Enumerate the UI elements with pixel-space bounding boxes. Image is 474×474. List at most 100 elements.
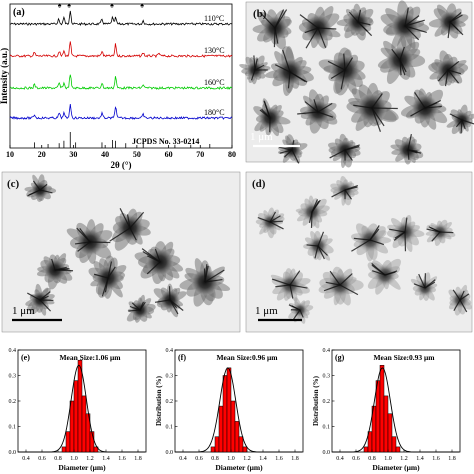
particle-spike <box>259 12 276 29</box>
particle-spike <box>254 58 258 71</box>
particle-spike <box>131 302 141 311</box>
xrd-series-110C <box>9 10 233 26</box>
particle-spike <box>344 186 358 191</box>
particle-spike <box>204 265 209 283</box>
particle-spike <box>109 227 131 242</box>
particle-spike <box>461 119 474 125</box>
histogram-bar <box>387 413 393 453</box>
particle-spike <box>261 108 271 119</box>
particle-spike <box>414 92 426 109</box>
particle-spike <box>407 149 410 160</box>
particle-spike <box>169 299 184 311</box>
particle-spike <box>353 104 373 109</box>
panel-a-xrd: (a) 110°C ♠ ♠ ♠ ♠ 130°C 160°C 180°C JCPDS No. 33-… <box>0 1 236 170</box>
x-tick-label: 0.8 <box>211 456 219 462</box>
xrd-series-label: 180°C <box>204 108 225 117</box>
x-tick-label: 1.8 <box>134 456 142 462</box>
x-tick-label: 1.0 <box>70 456 78 462</box>
y-axis-label: Intensity (a.u.) <box>0 48 9 104</box>
y-tick-label: 0.4 <box>323 348 331 354</box>
particle-spike <box>27 292 41 301</box>
particle-spike <box>129 227 137 241</box>
histogram-bar <box>222 375 228 453</box>
x-tick-label: 0.4 <box>179 456 187 462</box>
particle-spike <box>311 200 320 213</box>
x-axis-label: 2θ (°) <box>110 160 131 170</box>
x-axis-label: Diameter (μm) <box>372 463 420 472</box>
particle-spike <box>369 225 380 241</box>
particle-spike <box>79 228 91 243</box>
particle-spike <box>292 309 301 320</box>
particle-spike <box>317 111 334 118</box>
histogram-bar <box>77 359 83 453</box>
particle-spike <box>357 9 362 23</box>
particle-spike <box>154 299 171 303</box>
xrd-peak-marker: ♠ <box>140 1 144 9</box>
histogram-bar <box>363 446 369 453</box>
particle-spike <box>404 217 408 233</box>
particle-spike <box>348 11 359 23</box>
nanoflower-particle <box>367 258 402 295</box>
xrd-series-160C <box>9 74 233 90</box>
nanoflower-particle <box>264 46 314 96</box>
nanoflower-particle <box>36 253 74 290</box>
nanoflower-particle <box>425 219 456 247</box>
particle-spike <box>371 107 385 127</box>
x-tick-label: 1.2 <box>86 456 94 462</box>
panel-c-tem: (c) 1 μm <box>1 171 241 333</box>
particle-spike <box>452 289 461 301</box>
particle-spike <box>428 226 441 233</box>
y-tick-label: 0.0 <box>166 450 174 456</box>
histogram-bar <box>375 380 381 453</box>
x-tick-label: 0.6 <box>38 456 46 462</box>
xrd-series-180C <box>9 104 233 120</box>
y-tick-label: 0.1 <box>166 425 174 431</box>
nanoflower-particle <box>134 241 184 285</box>
particle-spike <box>371 107 381 132</box>
particle-spike <box>257 217 271 223</box>
particle-spike <box>357 21 368 32</box>
particle-spike <box>424 102 438 109</box>
nanoflower-particle <box>390 133 424 165</box>
particle-spike <box>344 146 360 151</box>
nanoflower-particle <box>24 174 57 202</box>
particle-spike <box>51 258 56 271</box>
histogram-bar <box>65 431 71 453</box>
particle-spike <box>444 69 449 87</box>
particle-spike <box>399 46 405 61</box>
particle-spike <box>297 111 319 115</box>
particle-spike <box>399 59 402 76</box>
particle-spike <box>250 69 256 81</box>
particle-spike <box>404 25 420 41</box>
particle-spike <box>275 284 291 288</box>
particle-spike <box>369 239 385 246</box>
histogram-bar <box>73 380 79 453</box>
particle-spike <box>371 264 386 276</box>
particle-spike <box>284 149 293 158</box>
particle-spike <box>449 12 462 23</box>
y-tick-label: 0.1 <box>323 425 331 431</box>
particle-spike <box>204 269 225 283</box>
x-tick-label: 0.4 <box>22 456 30 462</box>
panel-d-scale-label: 1 μm <box>255 305 278 317</box>
panel-d-label: (d) <box>252 178 266 190</box>
particle-spike <box>404 7 409 27</box>
tem-c-particles <box>24 174 231 323</box>
histogram-bar <box>234 421 240 453</box>
nanoflower-particle <box>303 230 334 261</box>
nanoflower-particle <box>330 175 359 206</box>
histogram-title: Mean Size:0.93 μm <box>373 353 435 362</box>
nanoflower-particle <box>153 283 187 318</box>
particle-spike <box>287 71 291 89</box>
tem-b-particles <box>239 0 474 168</box>
x-tick-label: 1.4 <box>416 456 424 462</box>
x-tick-label: 1.0 <box>227 456 235 462</box>
histogram-bar <box>210 446 216 453</box>
particle-spike <box>93 273 109 279</box>
nanoflower-particle <box>410 272 438 301</box>
x-tick-label: 1.4 <box>259 456 267 462</box>
particle-spike <box>299 14 319 29</box>
particle-spike <box>269 215 281 223</box>
nanoflower-particle <box>400 88 448 130</box>
